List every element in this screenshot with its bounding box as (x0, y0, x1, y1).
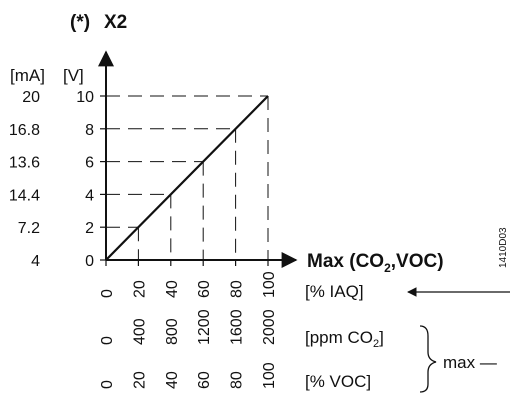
voc-tick-label: 100 (261, 362, 278, 389)
v-tick-label: 4 (85, 187, 94, 204)
max-label: max — (443, 353, 497, 372)
tick-labels: 1020816.8613.6414.427.204000204002040800… (9, 89, 278, 389)
x-axis-label-tail: ,VOC) (391, 251, 444, 272)
ppm-tick-label: 1200 (196, 309, 213, 345)
axis-ticks (100, 95, 269, 266)
iaq-unit: [% IAQ] (305, 282, 364, 301)
ppm-tick-label: 400 (131, 318, 148, 345)
title-label: X2 (104, 12, 127, 33)
series-line (105, 95, 269, 261)
iaq-tick-label: 100 (261, 271, 278, 298)
iaq-tick-label: 40 (164, 280, 181, 298)
v-tick-label: 6 (85, 155, 94, 172)
title-marker: (*) (70, 12, 90, 33)
voc-tick-label: 20 (131, 371, 148, 389)
ppm-tick-label: 800 (164, 318, 181, 345)
x-axis-label-sub: 2 (384, 261, 391, 275)
ma-unit-label: [mA] (10, 66, 45, 85)
ma-tick-label: 13.6 (9, 155, 40, 172)
v-tick-label: 8 (85, 122, 94, 139)
voc-tick-label: 0 (99, 380, 116, 389)
voc-unit: [% VOC] (305, 372, 371, 391)
iaq-tick-label: 0 (99, 289, 116, 298)
ma-tick-label: 14.4 (9, 187, 40, 204)
ppm-unit-sub: 2 (373, 338, 379, 350)
ma-tick-label: 16.8 (9, 122, 40, 139)
iaq-tick-label: 80 (229, 280, 246, 298)
dashed-grid (106, 95, 269, 260)
ppm-tick-label: 0 (99, 336, 116, 345)
x-axis-label-main: Max (CO (307, 251, 384, 272)
v-tick-label: 0 (85, 253, 94, 270)
ppm-tick-label: 1600 (229, 309, 246, 345)
ppm-tick-label: 2000 (261, 309, 278, 345)
ppm-unit-tail: ] (379, 328, 384, 347)
figure-code: 1410D03 (498, 227, 509, 268)
x-axis-label: Max (CO2,VOC) (307, 251, 444, 275)
ppm-unit-main: [ppm CO (305, 328, 373, 347)
voc-tick-label: 60 (196, 371, 213, 389)
v-unit-label: [V] (63, 66, 84, 85)
ppm-unit: [ppm CO2] (305, 328, 384, 350)
iaq-tick-label: 20 (131, 280, 148, 298)
voc-tick-label: 40 (164, 371, 181, 389)
max-brace (419, 325, 437, 393)
iaq-tick-label: 60 (196, 280, 213, 298)
v-tick-label: 10 (76, 89, 94, 106)
v-tick-label: 2 (85, 220, 94, 237)
voc-tick-label: 80 (229, 371, 246, 389)
ma-tick-label: 20 (22, 89, 40, 106)
ma-tick-label: 7.2 (18, 220, 40, 237)
ma-tick-label: 4 (31, 253, 40, 270)
